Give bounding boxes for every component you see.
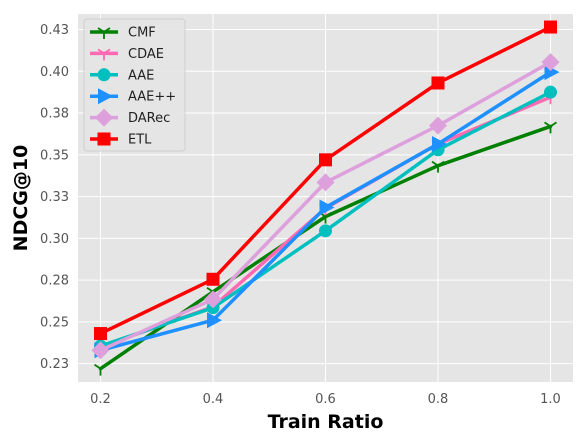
series-etl [94,20,557,341]
x-tick-labels: 0.2 0.4 0.6 0.8 1.0 [90,392,561,407]
legend-marker [97,68,111,82]
series-layer [91,20,560,376]
data-point [207,312,222,329]
data-point [541,53,560,72]
data-point [319,199,335,216]
y-tick-label: 0.23 [40,357,69,372]
y-tick-label: 0.28 [40,274,69,289]
data-point [204,290,222,309]
x-tick-label: 1.0 [540,392,561,407]
legend-item: ETL [90,132,152,148]
legend-item: DARec [90,108,170,127]
data-point [319,153,332,167]
legend-item: AAE++ [90,88,176,105]
data-point [544,121,557,134]
data-point [94,363,107,376]
data-point [544,20,557,34]
legend: CMF CDAE AAE AAE++ DARec ETL [83,18,186,152]
data-point [431,76,445,90]
legend-label: DARec [128,111,170,126]
y-tick-label: 0.35 [40,148,69,163]
data-point [94,327,107,341]
legend-label: AAE++ [128,90,176,105]
data-point [431,160,445,173]
legend-item: AAE [90,68,154,83]
y-tick-label: 0.30 [40,232,69,247]
x-tick-label: 0.6 [315,392,336,407]
y-tick-label: 0.25 [40,315,69,330]
y-tick-label: 0.40 [40,65,69,80]
legend-item: CMF [90,26,156,41]
data-point [319,224,332,238]
legend-marker [95,108,113,127]
x-tick-label: 0.4 [203,392,224,407]
x-axis-title: Train Ratio [268,411,384,433]
x-tick-label: 0.2 [90,392,111,407]
data-point [316,173,335,192]
legend-item: CDAE [90,47,164,62]
legend-label: AAE [128,68,154,83]
x-tick-label: 0.8 [428,392,449,407]
series-darec [91,53,560,360]
legend-label: CDAE [128,47,164,62]
legend-marker [97,27,111,39]
data-point [206,272,220,286]
data-point [91,341,110,360]
data-point [544,85,557,99]
legend-marker [97,132,111,146]
y-axis-title: NDCG@10 [10,145,32,252]
data-point [429,116,447,135]
y-tick-label: 0.33 [40,190,69,205]
legend-marker [98,88,113,105]
y-tick-label: 0.43 [40,23,69,38]
y-tick-labels: 0.23 0.25 0.28 0.30 0.33 0.35 0.38 0.40 0.43 [40,23,69,372]
y-tick-label: 0.38 [40,107,69,122]
legend-label: ETL [128,133,152,148]
legend-label: CMF [128,26,156,41]
data-point [432,135,447,152]
legend-marker [97,48,111,61]
